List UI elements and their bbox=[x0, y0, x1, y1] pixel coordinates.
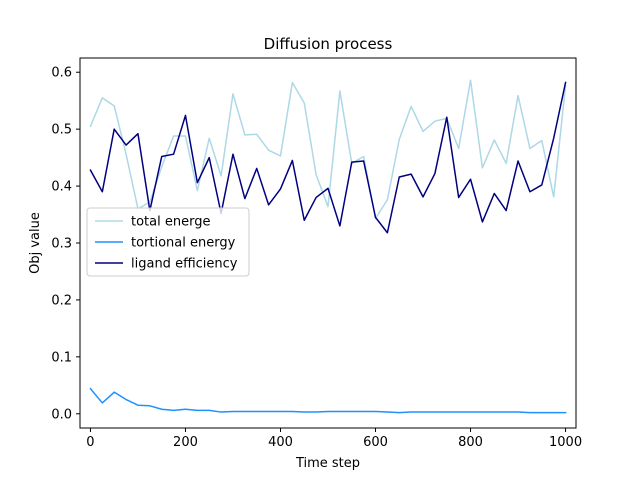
y-tick-label: 0.6 bbox=[51, 66, 72, 81]
x-tick-label: 600 bbox=[363, 435, 388, 450]
legend: total energe tortional energy ligand effic… bbox=[86, 207, 250, 277]
x-tick-label: 400 bbox=[268, 435, 293, 450]
x-tick-label: 0 bbox=[86, 435, 94, 450]
legend-box bbox=[86, 207, 250, 277]
legend-label-1: total energe bbox=[131, 215, 210, 230]
series-layer bbox=[89, 79, 567, 414]
x-tick-label: 800 bbox=[458, 435, 483, 450]
y-tick-label: 0.3 bbox=[51, 237, 72, 252]
chart-title: Diffusion process bbox=[264, 35, 393, 53]
legend-label-2: tortional energy bbox=[131, 236, 236, 251]
y-tick-label: 0.1 bbox=[51, 350, 72, 365]
x-tick-label: 1000 bbox=[549, 435, 582, 450]
y-axis-label: Obj value bbox=[28, 212, 43, 274]
x-axis-label: Time step bbox=[295, 456, 360, 471]
y-tick-label: 0.4 bbox=[51, 180, 72, 195]
series-line-1 bbox=[89, 79, 567, 220]
x-axis: 0 200 400 600 800 1000 bbox=[86, 428, 582, 450]
series-line-2 bbox=[89, 387, 567, 414]
y-axis: 0.0 0.1 0.2 0.3 0.4 0.5 0.6 bbox=[51, 66, 80, 422]
legend-label-3: ligand efficiency bbox=[131, 257, 238, 272]
y-tick-label: 0.0 bbox=[51, 407, 72, 422]
series-line-3 bbox=[89, 81, 567, 234]
x-tick-label: 200 bbox=[173, 435, 198, 450]
y-tick-label: 0.5 bbox=[51, 123, 72, 138]
y-tick-label: 0.2 bbox=[51, 293, 72, 308]
